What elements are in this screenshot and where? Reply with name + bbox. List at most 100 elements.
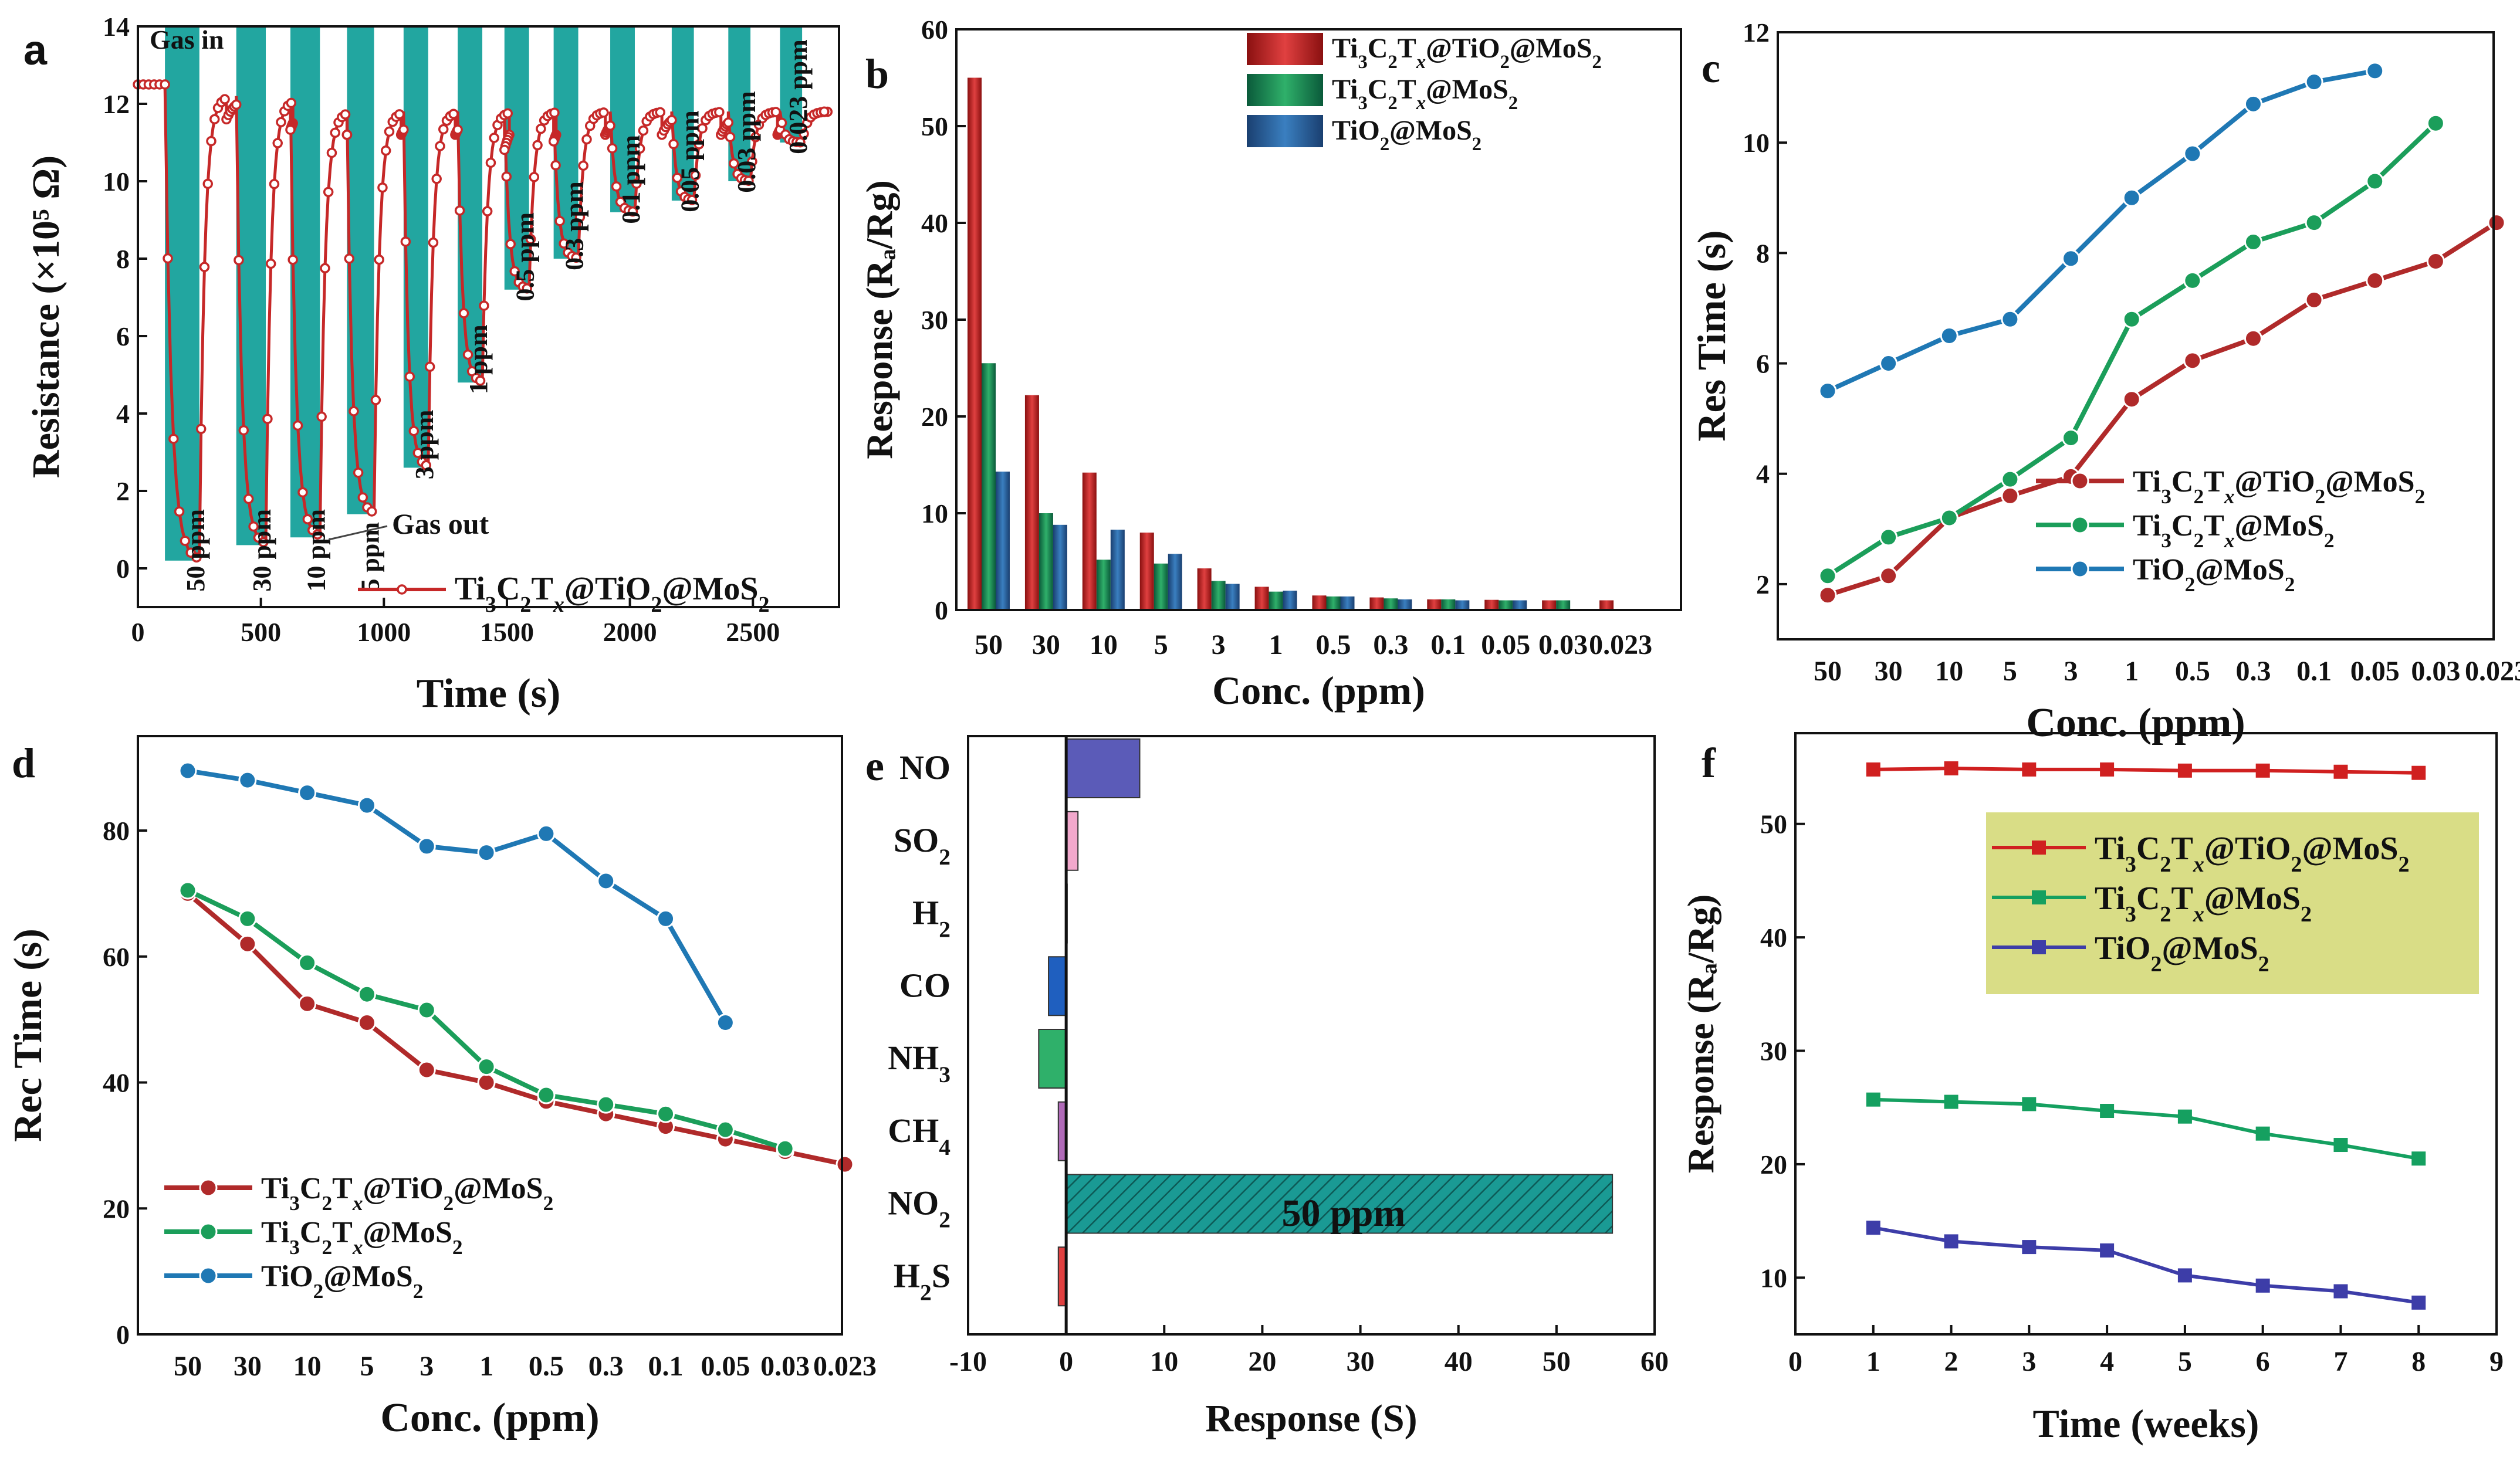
curve-marker bbox=[479, 300, 489, 311]
series-marker bbox=[2122, 390, 2141, 409]
x-tick-label: 0.1 bbox=[2296, 656, 2332, 687]
series-marker bbox=[2177, 1268, 2192, 1283]
curve-marker bbox=[262, 414, 273, 424]
curve-marker bbox=[581, 134, 592, 145]
gas-pulse-bar bbox=[236, 26, 266, 545]
gas-out-label: Gas out bbox=[392, 507, 489, 540]
curve-marker bbox=[421, 460, 432, 471]
category-label: CO bbox=[899, 966, 951, 1004]
x-tick-label: 5 bbox=[2003, 656, 2017, 687]
series-line bbox=[186, 892, 845, 1167]
curve-marker bbox=[292, 420, 303, 431]
series-marker bbox=[2100, 762, 2115, 777]
panel-d-y-tick-label: 0 bbox=[116, 1320, 130, 1350]
x-tick-label: 1 bbox=[1866, 1346, 1880, 1377]
panel-c-y-tick-label: 2 bbox=[1756, 570, 1770, 599]
curve-marker bbox=[725, 131, 736, 143]
legend-label: Ti3C2Tx@TiO2@MoS2 bbox=[1332, 33, 1602, 73]
bar bbox=[1048, 956, 1067, 1016]
curve-marker bbox=[532, 140, 543, 151]
x-tick-label: 0.5 bbox=[2175, 656, 2210, 687]
x-tick-label: 20 bbox=[1248, 1346, 1276, 1377]
curve-marker bbox=[529, 172, 540, 182]
legend-label: TiO2@MoS2 bbox=[2095, 930, 2269, 977]
x-tick-label: 0.023 bbox=[813, 1351, 877, 1382]
series-line bbox=[1873, 1226, 2419, 1304]
series-marker bbox=[2487, 214, 2506, 232]
x-tick-label: 0.3 bbox=[588, 1351, 624, 1382]
x-tick-label: 1 bbox=[1269, 629, 1283, 660]
panel-f-y-tick-label: 50 bbox=[1760, 809, 1787, 839]
series-marker bbox=[178, 761, 197, 780]
x-axis-label: Conc. (ppm) bbox=[1212, 668, 1425, 713]
panel-a: 0 2 4 6 8 10 12 14 0 500 1000 1500 2000 2500 50 ppm 30 … bbox=[23, 12, 840, 716]
curve-marker bbox=[316, 411, 327, 422]
x-tick-label: -10 bbox=[949, 1346, 987, 1377]
panel-f-y-tick-label: 20 bbox=[1760, 1150, 1787, 1180]
curve-marker bbox=[435, 141, 445, 151]
x-axis-label: Conc. (ppm) bbox=[380, 1395, 599, 1441]
series-marker bbox=[2426, 252, 2445, 270]
series-marker bbox=[2177, 763, 2192, 778]
series-marker bbox=[537, 1086, 556, 1104]
curve-marker bbox=[672, 172, 683, 183]
x-tick-label: 0.05 bbox=[701, 1351, 750, 1382]
legend-label: Ti3C2Tx@TiO2@MoS2 bbox=[261, 1172, 553, 1215]
bar bbox=[1211, 581, 1226, 610]
legend-marker bbox=[2032, 940, 2046, 954]
legend-label: TiO2@MoS2 bbox=[2133, 553, 2295, 596]
bar bbox=[1542, 600, 1557, 610]
series-marker bbox=[417, 1001, 436, 1019]
curve-marker bbox=[747, 156, 757, 167]
x-tick-label: 0.1 bbox=[1430, 629, 1466, 660]
gas-pulse-bar bbox=[458, 26, 483, 383]
curve-marker bbox=[341, 130, 353, 140]
curve-marker bbox=[448, 109, 459, 120]
curve-marker bbox=[501, 171, 512, 182]
panel-a-y-tick-label: 4 bbox=[116, 399, 130, 429]
curve-marker bbox=[485, 157, 496, 168]
bar bbox=[1225, 584, 1240, 610]
bar bbox=[1398, 599, 1412, 610]
series-marker bbox=[1818, 382, 1837, 401]
legend-marker bbox=[2032, 841, 2046, 855]
legend-label: Ti3C2Tx@TiO2@MoS2 bbox=[2133, 465, 2425, 508]
curve-marker bbox=[776, 117, 787, 128]
series-marker bbox=[1879, 567, 1898, 585]
curve-marker bbox=[400, 236, 411, 247]
series-marker bbox=[2411, 765, 2426, 780]
series-marker bbox=[716, 1120, 735, 1139]
curve-marker bbox=[571, 252, 581, 263]
x-tick-label: 0.03 bbox=[2411, 656, 2460, 687]
bar bbox=[1096, 560, 1111, 610]
curve-marker bbox=[353, 467, 364, 478]
curve-marker bbox=[287, 255, 298, 265]
curve-marker bbox=[377, 182, 388, 193]
panel-b-y-tick-label: 30 bbox=[921, 305, 948, 335]
x-tick-label: 0.03 bbox=[1538, 629, 1588, 660]
series-marker bbox=[597, 1095, 615, 1114]
panel-label: e bbox=[865, 743, 884, 789]
panel-d-y-tick-label: 40 bbox=[103, 1068, 130, 1098]
series-marker bbox=[2411, 1295, 2426, 1310]
series-marker bbox=[2001, 486, 2020, 505]
panel-label: c bbox=[1702, 45, 1720, 92]
x-tick-label: 0.05 bbox=[1481, 629, 1530, 660]
panel-f: Ti3C2Tx@TiO2@MoS2Ti3C2Tx@MoS2TiO2@MoS210… bbox=[1680, 732, 2504, 1446]
series-marker bbox=[238, 934, 257, 953]
x-tick-label: 50 bbox=[1814, 656, 1842, 687]
series-marker bbox=[2100, 1243, 2115, 1258]
bar bbox=[1556, 600, 1571, 610]
curve-marker bbox=[209, 114, 220, 124]
bar bbox=[1455, 600, 1470, 610]
panel-c-y-tick-label: 6 bbox=[1756, 349, 1770, 379]
x-tick-label: 5 bbox=[1154, 629, 1168, 660]
category-label: H2 bbox=[912, 894, 951, 943]
gas-pulse-bar bbox=[403, 26, 428, 468]
x-axis-label: Response (S) bbox=[1205, 1397, 1417, 1440]
curve-marker bbox=[475, 375, 486, 386]
curve-marker bbox=[302, 514, 313, 524]
panel-e: NO SO2 H2 CO NH3 CH4 NO2 H2S -10 0 10 20 30 40 50 60 50 … bbox=[865, 735, 1669, 1440]
curve-marker bbox=[384, 126, 395, 137]
panel-c-y-tick-label: 12 bbox=[1743, 18, 1770, 48]
